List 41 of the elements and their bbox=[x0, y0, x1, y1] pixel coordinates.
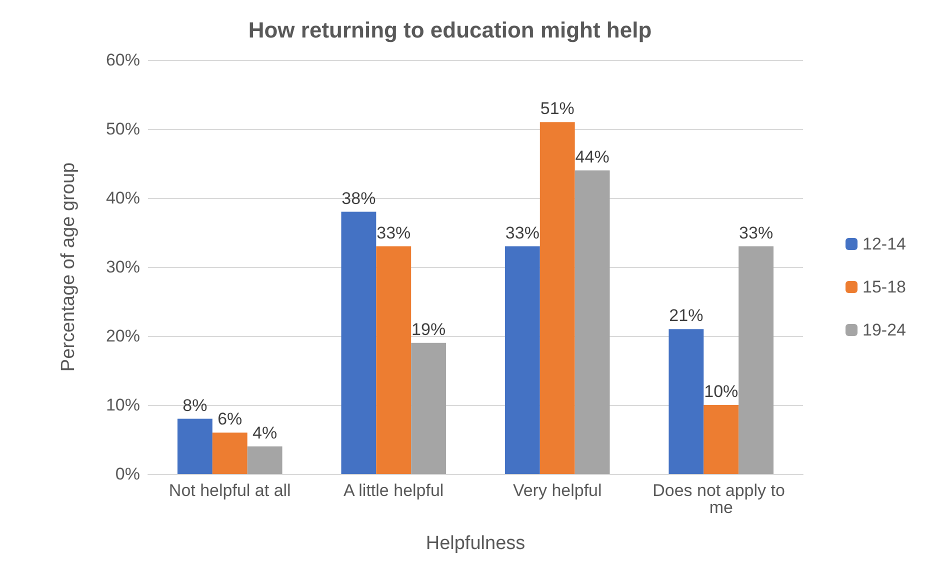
bar bbox=[341, 212, 376, 474]
x-tick-label: A little helpful bbox=[344, 481, 444, 500]
data-label: 21% bbox=[669, 306, 704, 326]
bar bbox=[212, 432, 248, 474]
data-label: 8% bbox=[182, 396, 208, 415]
legend-label: 15-18 bbox=[862, 278, 906, 296]
bar bbox=[540, 122, 575, 474]
x-tick-label: Does not apply to me bbox=[652, 481, 790, 517]
y-axis-title: Percentage of age group bbox=[58, 162, 79, 372]
data-label: 33% bbox=[739, 223, 774, 242]
x-axis-title: Helpfulness bbox=[426, 533, 526, 554]
x-tick-label: Not helpful at all bbox=[168, 481, 291, 500]
y-tick-label: 40% bbox=[106, 188, 140, 208]
data-label: 38% bbox=[342, 188, 376, 208]
legend-label: 12-14 bbox=[862, 234, 906, 254]
bar bbox=[574, 170, 610, 474]
y-tick-label: 50% bbox=[106, 120, 140, 138]
data-label: 10% bbox=[704, 382, 738, 401]
data-label: 51% bbox=[540, 99, 574, 118]
bar bbox=[504, 246, 540, 474]
x-tick-label: Very helpful bbox=[512, 481, 602, 500]
y-tick-label: 0% bbox=[115, 464, 140, 484]
data-label: 44% bbox=[575, 147, 610, 166]
bar bbox=[247, 446, 282, 474]
bar bbox=[668, 329, 704, 474]
data-label: 6% bbox=[218, 410, 242, 429]
data-label: 19% bbox=[412, 320, 446, 339]
y-tick-label: 30% bbox=[106, 258, 140, 276]
bar bbox=[177, 418, 212, 474]
bar bbox=[376, 246, 412, 474]
bar bbox=[704, 405, 739, 474]
y-tick-label: 10% bbox=[106, 396, 140, 414]
bar bbox=[411, 342, 446, 474]
data-label: 33% bbox=[376, 223, 411, 242]
y-tick-label: 60% bbox=[106, 50, 140, 70]
legend-label: 19-24 bbox=[862, 320, 906, 340]
y-tick-label: 20% bbox=[106, 326, 140, 346]
bar bbox=[738, 246, 774, 474]
data-label: 4% bbox=[252, 423, 278, 442]
chart-title: How returning to education might help bbox=[248, 18, 652, 42]
data-label: 33% bbox=[505, 223, 540, 242]
